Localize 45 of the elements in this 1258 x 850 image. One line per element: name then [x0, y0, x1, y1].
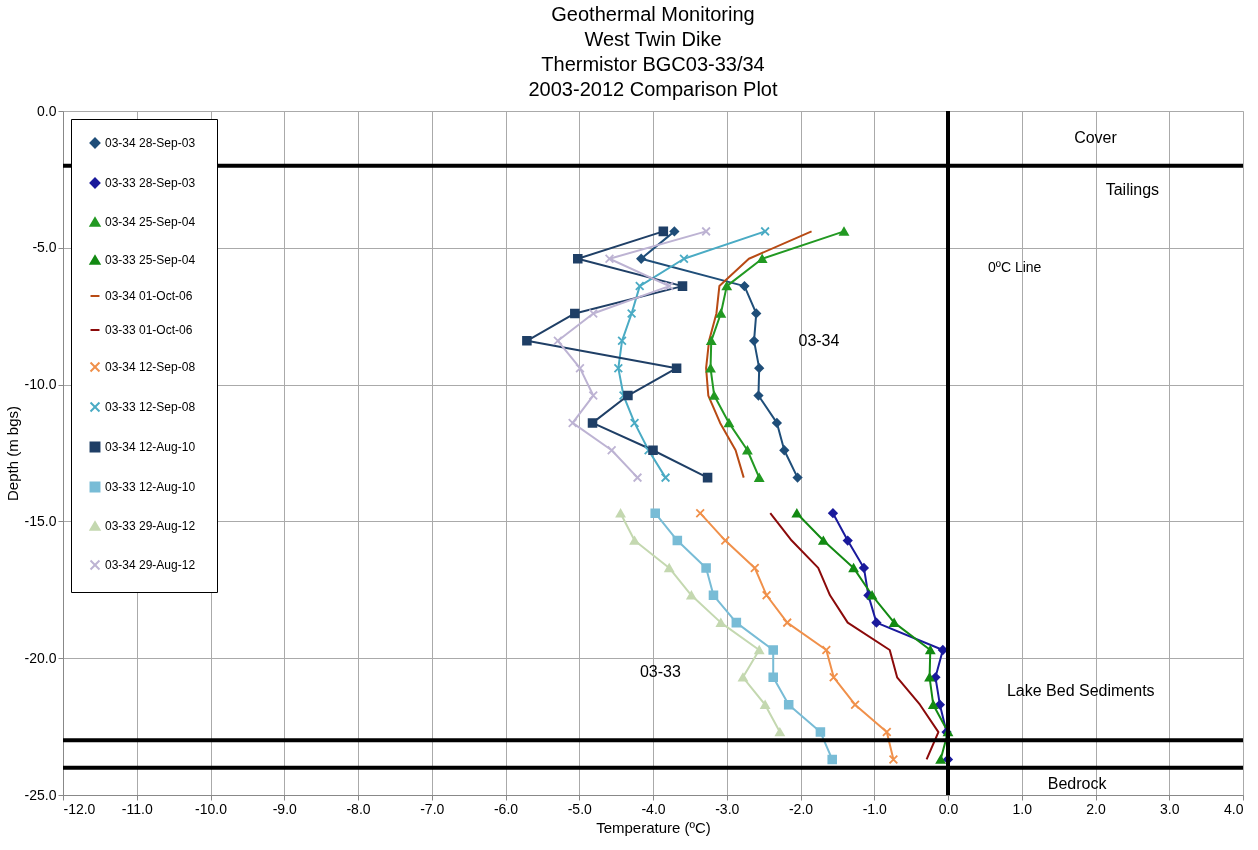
legend-label: 03-34 29-Aug-12 [105, 558, 196, 572]
x-tick-label: 1.0 [1012, 800, 1033, 817]
x-tick-label: -11.0 [121, 800, 153, 817]
x-tick-label: 2.0 [1086, 800, 1106, 817]
x-tick-label: 0.0 [938, 800, 959, 817]
x-tick-label: 3.0 [1160, 800, 1180, 817]
x-tick-label: 4.0 [1224, 800, 1244, 817]
x-tick-label: -10.0 [195, 800, 228, 817]
legend-label: 03-34 25-Sep-04 [105, 215, 196, 229]
x-tick-label: -1.0 [862, 800, 888, 817]
legend-label: 03-33 25-Sep-04 [105, 253, 196, 267]
annotation: Cover [1074, 129, 1118, 147]
chart-title: Geothermal Monitoring West Twin Dike Thermistor BGC03-33/34 2003-2012 Comparison Plot [528, 3, 778, 100]
annotation: Lake Bed Sediments [1006, 682, 1155, 700]
x-tick-label: -12.0 [63, 800, 96, 817]
legend-label: 03-33 28-Sep-03 [105, 176, 196, 190]
legend-label: 03-33 29-Aug-12 [105, 519, 196, 533]
annotation: 03-33 [639, 662, 681, 680]
x-tick-label: -6.0 [493, 800, 519, 817]
y-tick-label: -10.0 [24, 376, 57, 393]
x-tick-label: -5.0 [567, 800, 593, 817]
legend-label: 03-34 01-Oct-06 [105, 289, 193, 303]
legend-label: 03-33 12-Sep-08 [105, 400, 196, 414]
legend-label: 03-34 28-Sep-03 [105, 136, 196, 150]
x-tick-label: -9.0 [272, 800, 298, 817]
y-tick-label: -20.0 [24, 649, 57, 666]
x-tick-label: -4.0 [641, 800, 666, 817]
x-tick-label: -7.0 [420, 800, 445, 817]
y-axis-title: Depth (m bgs) [3, 405, 21, 502]
x-tick-label: -3.0 [715, 800, 740, 817]
x-tick-label: -8.0 [346, 800, 371, 817]
legend-label: 03-34 12-Sep-08 [105, 360, 196, 374]
legend-label: 03-33 12-Aug-10 [105, 480, 196, 494]
annotation: 03-34 [798, 331, 840, 349]
legend-label: 03-34 12-Aug-10 [105, 440, 196, 454]
x-axis-title: Temperature (ºC) [596, 818, 711, 836]
legend-label: 03-33 01-Oct-06 [105, 323, 193, 337]
y-tick-label: -15.0 [24, 512, 57, 529]
ref-line-label: 0ºC Line [988, 259, 1042, 276]
y-tick-label: -25.0 [24, 786, 57, 803]
x-tick-label: -2.0 [788, 800, 814, 817]
y-tick-label: 0.0 [37, 102, 57, 119]
y-tick-label: -5.0 [32, 239, 57, 256]
annotation: Tailings [1105, 181, 1160, 199]
annotation: Bedrock [1047, 775, 1108, 793]
